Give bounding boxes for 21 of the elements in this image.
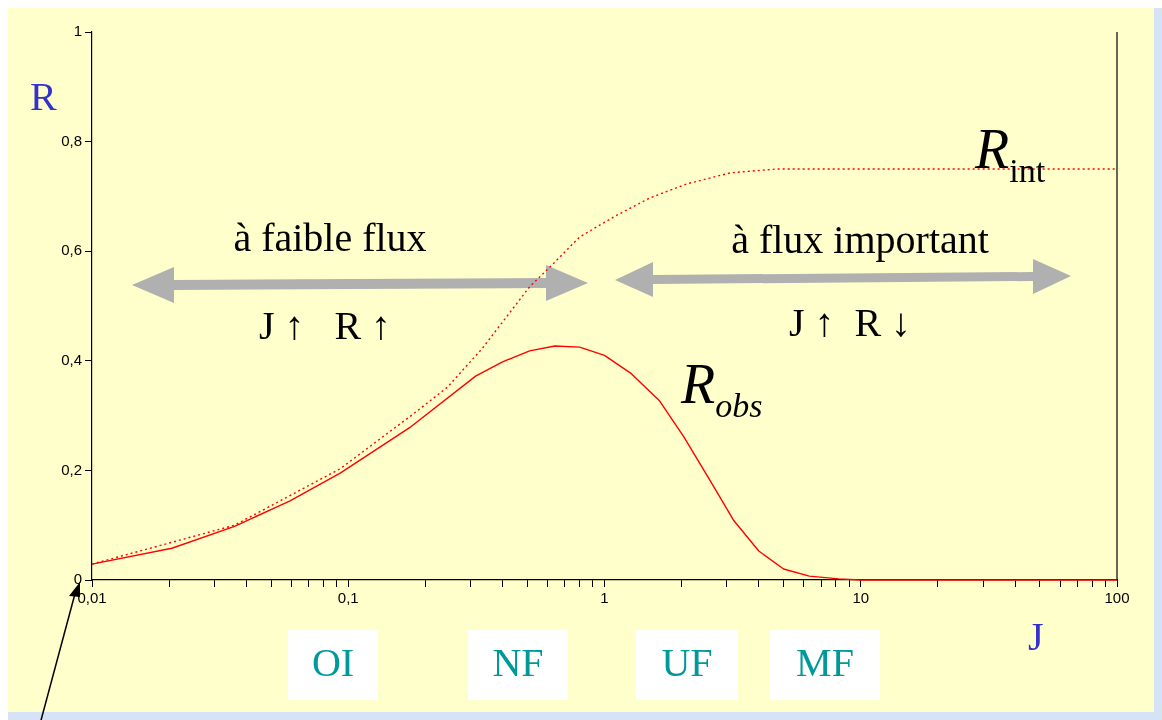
y-tick-label: 0 xyxy=(73,570,82,588)
x-tick-label: 0,1 xyxy=(337,589,359,607)
x-tick-label: 10 xyxy=(852,589,870,607)
text: MF xyxy=(796,639,854,685)
y-tick-label: 1 xyxy=(73,22,82,40)
annotation: à flux important xyxy=(731,216,989,262)
text: OI xyxy=(311,639,355,685)
y-tick-label: 0,2 xyxy=(61,460,82,478)
annotation: J ↑ R ↓ xyxy=(788,299,912,345)
text: UF xyxy=(661,639,713,685)
text: NF xyxy=(492,639,544,685)
y-axis-title: R xyxy=(30,74,57,119)
y-tick-label: 0,6 xyxy=(61,241,82,259)
x-tick-label: 1 xyxy=(600,589,609,607)
x-tick-label: 0,01 xyxy=(77,589,107,607)
x-tick-label: 100 xyxy=(1104,589,1130,607)
y-tick-label: 0,4 xyxy=(61,350,82,368)
x-axis-title: J xyxy=(1028,614,1044,659)
annotation: J ↑ R ↑ xyxy=(258,302,392,348)
y-tick-label: 0,8 xyxy=(61,131,82,149)
annotation: à faible flux xyxy=(233,214,427,260)
